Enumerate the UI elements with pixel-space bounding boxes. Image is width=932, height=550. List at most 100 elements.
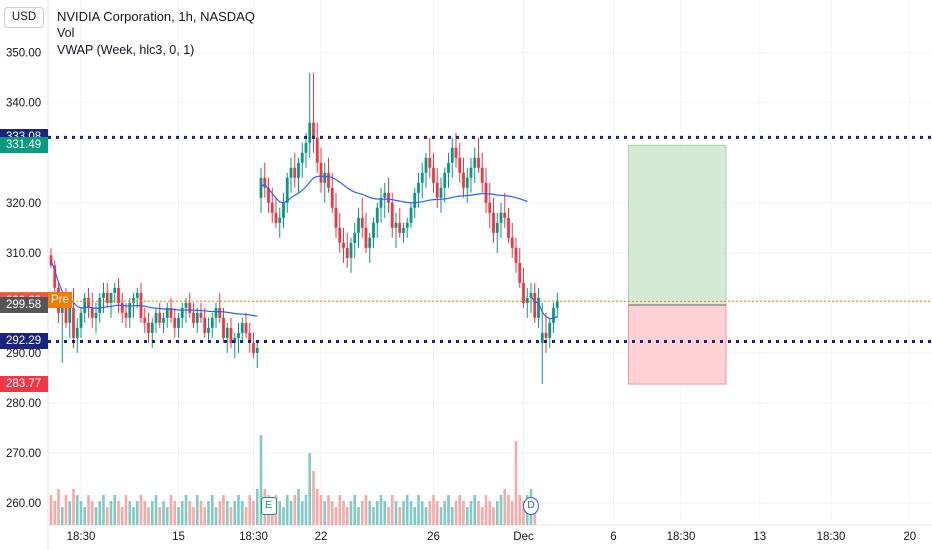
candle-body [462, 172, 465, 188]
volume-bar [297, 489, 300, 525]
volume-bar [128, 501, 132, 525]
candle-body [188, 302, 192, 313]
volume-bar [522, 501, 525, 525]
candle-body [109, 292, 113, 303]
volume-bar [237, 495, 240, 525]
candle-body [428, 157, 432, 168]
candle-body [225, 327, 229, 338]
dividend-marker[interactable]: D [523, 497, 539, 515]
horizontal-levels[interactable] [48, 135, 932, 343]
volume-bar [64, 495, 68, 525]
volume-bar [323, 501, 327, 525]
volume-bar [57, 489, 60, 525]
position-tool[interactable] [628, 144, 727, 385]
volume-bar [293, 495, 297, 525]
x-tick-label: 13 [753, 531, 766, 543]
legend-vwap[interactable]: VWAP (Week, hlc3, 0, 1) [57, 43, 195, 57]
candle-body [372, 222, 375, 238]
volume-bar [49, 495, 53, 525]
volume-bar [334, 507, 338, 525]
candle-body [120, 302, 124, 313]
candle-body [53, 265, 57, 288]
volume-bar [53, 501, 57, 525]
volume-bar [102, 495, 105, 525]
candle-body [495, 222, 499, 233]
volume-bar [154, 495, 158, 525]
candle-body [510, 237, 514, 248]
candle-body [79, 312, 83, 328]
candle-body [345, 247, 349, 258]
candle-body [222, 317, 225, 338]
candle-body [64, 302, 68, 323]
candle-body [207, 327, 210, 333]
volume-bar [169, 495, 173, 525]
earnings-marker[interactable]: E [260, 497, 277, 515]
candle-body [360, 217, 364, 228]
volume-bar [120, 507, 124, 525]
candle-body [158, 312, 162, 323]
volume-bar [177, 507, 180, 525]
candle-body [319, 162, 323, 183]
candle-body [507, 217, 510, 238]
volume-bar [473, 495, 477, 525]
volume-bars [49, 435, 537, 525]
volume-bar [492, 507, 495, 525]
volume-bar [252, 501, 255, 525]
volume-bar [495, 501, 499, 525]
candle-body [124, 312, 128, 318]
volume-bar [480, 507, 484, 525]
candle-body [533, 292, 537, 318]
volume-bar [225, 501, 229, 525]
volume-bar [113, 495, 117, 525]
volume-bar [372, 507, 375, 525]
candle-body [94, 312, 98, 318]
volume-bar [248, 495, 252, 525]
volume-bar [207, 501, 210, 525]
y-tick-label: 280.00 [6, 398, 41, 410]
x-tick-label: 18:30 [239, 531, 268, 543]
volume-bar [165, 507, 169, 525]
candle-body [477, 157, 480, 168]
candle-body [195, 312, 199, 323]
candle-body [492, 212, 495, 233]
candle-body [297, 162, 300, 178]
candle-body [334, 207, 338, 228]
x-tick-label: 26 [427, 531, 440, 543]
candle-body [162, 317, 165, 323]
candle-body [480, 167, 484, 183]
candle-body [300, 152, 304, 163]
volume-bar [345, 507, 349, 525]
candle-body [353, 232, 357, 243]
candle-body [435, 182, 439, 198]
candle-body [409, 207, 413, 223]
candle-body [402, 227, 405, 233]
volume-bar [72, 489, 75, 525]
currency-button[interactable]: USD [4, 7, 44, 28]
candle-body [240, 322, 244, 333]
volume-bar [139, 495, 143, 525]
volume-bar [240, 501, 244, 525]
volume-bar [447, 495, 450, 525]
candle-body [544, 332, 548, 338]
legend-volume[interactable]: Vol [57, 26, 75, 40]
volume-bar [439, 507, 443, 525]
legend-title[interactable]: NVIDIA Corporation, 1h, NASDAQ [57, 9, 255, 24]
price-label: 299.58 [0, 296, 48, 313]
volume-bar [98, 501, 102, 525]
volume-bar [147, 507, 150, 525]
candle-body [454, 147, 458, 158]
volume-bar [338, 495, 342, 525]
candle-body [169, 307, 173, 318]
candle-body [173, 317, 177, 328]
candle-body [447, 162, 450, 173]
volume-bar [465, 507, 469, 525]
candle-body [323, 172, 327, 183]
volume-bar [424, 507, 428, 525]
volume-bar [503, 489, 507, 525]
volume-bar [214, 507, 218, 525]
volume-bar [195, 495, 199, 525]
volume-bar [488, 501, 492, 525]
volume-bar [143, 501, 147, 525]
candle-body [113, 287, 117, 293]
